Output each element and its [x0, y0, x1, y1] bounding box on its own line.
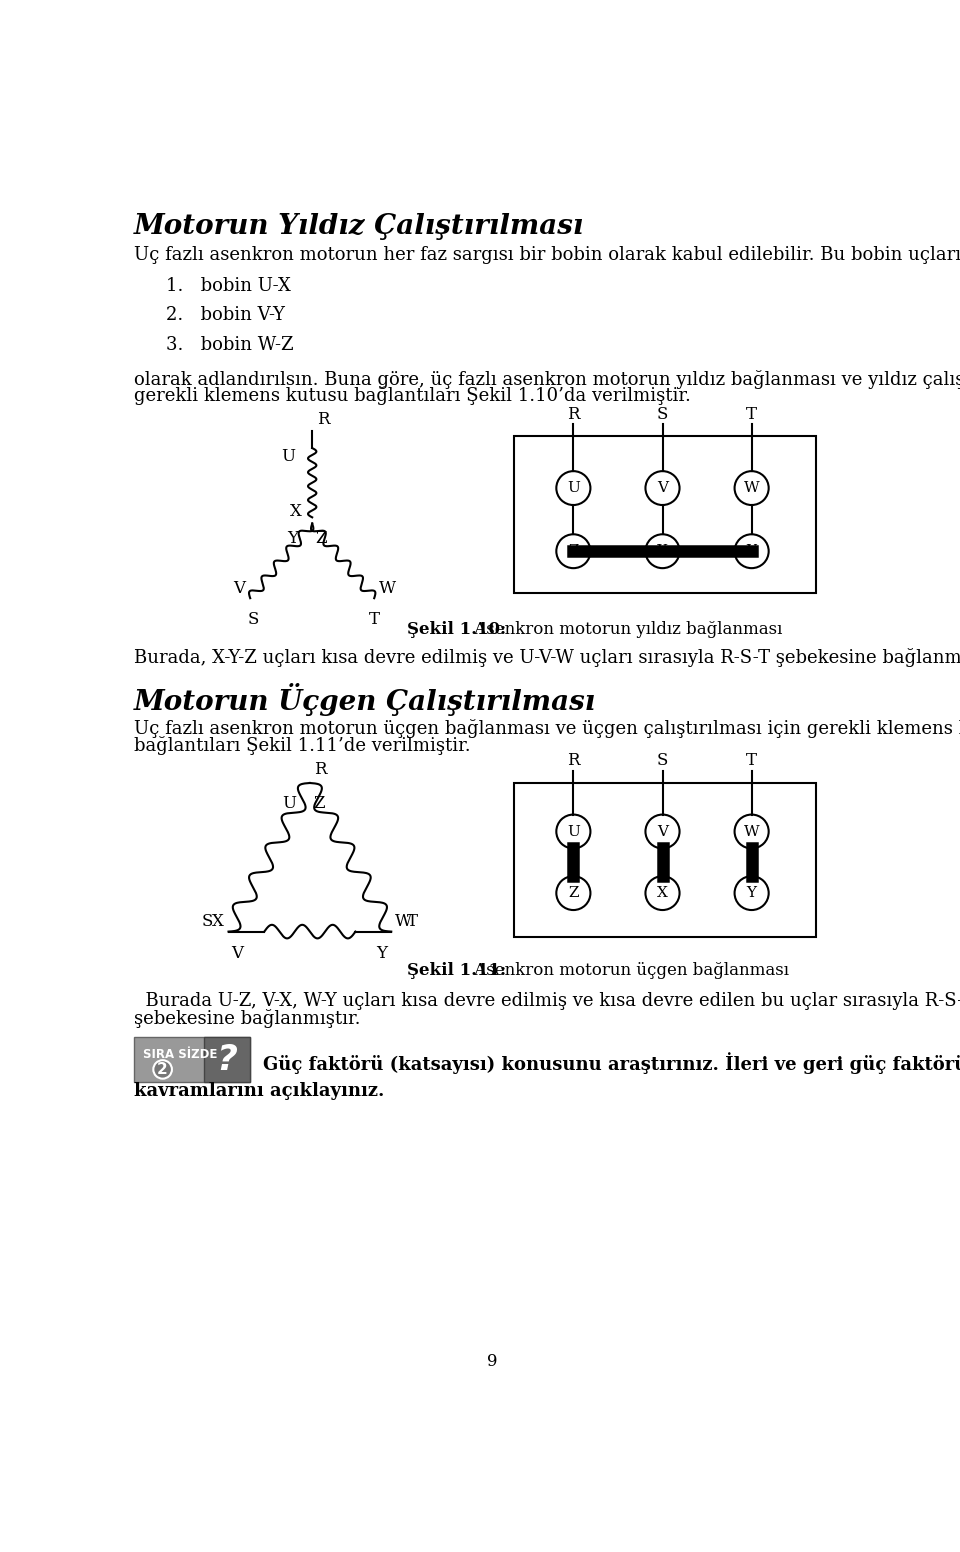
Text: U: U — [282, 795, 296, 812]
Text: Şekil 1.11:: Şekil 1.11: — [407, 962, 506, 979]
Circle shape — [645, 815, 680, 849]
Text: Asenkron motorun yıldız bağlanması: Asenkron motorun yıldız bağlanması — [468, 621, 782, 638]
Text: U: U — [567, 481, 580, 495]
Text: Y: Y — [287, 529, 299, 546]
Text: T: T — [369, 610, 380, 627]
Text: Y: Y — [747, 545, 756, 559]
Text: X: X — [212, 913, 224, 930]
Text: T: T — [746, 405, 757, 422]
Circle shape — [734, 877, 769, 909]
Text: Z: Z — [315, 529, 326, 546]
Text: gerekli klemens kutusu bağlantıları Şekil 1.10’da verilmiştir.: gerekli klemens kutusu bağlantıları Şeki… — [134, 386, 691, 405]
Text: T: T — [407, 913, 418, 930]
Circle shape — [734, 815, 769, 849]
Text: Güç faktörü (katsayısı) konusunu araştırınız. İleri ve geri güç faktörü: Güç faktörü (katsayısı) konusunu araştır… — [263, 1052, 960, 1074]
Text: Motorun Üçgen Çalıştırılması: Motorun Üçgen Çalıştırılması — [134, 683, 596, 715]
Circle shape — [557, 815, 590, 849]
Text: ?: ? — [216, 1043, 237, 1077]
Text: R: R — [567, 753, 580, 770]
Text: W: W — [379, 579, 396, 596]
Text: W: W — [744, 481, 759, 495]
Text: V: V — [657, 824, 668, 838]
Text: V: V — [233, 579, 246, 596]
Bar — [134, 1037, 251, 1082]
Circle shape — [645, 472, 680, 504]
Text: S: S — [657, 753, 668, 770]
Text: V: V — [657, 481, 668, 495]
Text: kavramlarını açıklayınız.: kavramlarını açıklayınız. — [134, 1082, 384, 1100]
Text: S: S — [657, 405, 668, 422]
Bar — [514, 436, 816, 593]
Text: U: U — [567, 824, 580, 838]
Text: W: W — [396, 913, 412, 930]
Text: X: X — [657, 545, 668, 559]
Text: Z: Z — [568, 886, 579, 900]
Text: Burada U-Z, V-X, W-Y uçları kısa devre edilmiş ve kısa devre edilen bu uçlar sır: Burada U-Z, V-X, W-Y uçları kısa devre e… — [134, 992, 960, 1010]
Text: W: W — [744, 824, 759, 838]
Text: T: T — [746, 753, 757, 770]
Circle shape — [645, 534, 680, 568]
Circle shape — [557, 472, 590, 504]
Text: Uç fazlı asenkron motorun üçgen bağlanması ve üçgen çalıştırılması için gerekli : Uç fazlı asenkron motorun üçgen bağlanma… — [134, 719, 960, 739]
Text: X: X — [657, 886, 668, 900]
Text: Motorun Yıldız Çalıştırılması: Motorun Yıldız Çalıştırılması — [134, 213, 585, 241]
Bar — [204, 1037, 251, 1082]
Circle shape — [734, 534, 769, 568]
Circle shape — [645, 877, 680, 909]
Text: S: S — [202, 913, 213, 930]
Text: S: S — [248, 610, 259, 627]
Text: Z: Z — [313, 795, 324, 812]
Text: R: R — [314, 762, 326, 779]
Text: 9: 9 — [487, 1353, 497, 1370]
Text: 1.   bobin U-X: 1. bobin U-X — [166, 278, 292, 295]
Text: olarak adlandırılsın. Buna göre, üç fazlı asenkron motorun yıldız bağlanması ve : olarak adlandırılsın. Buna göre, üç fazl… — [134, 369, 960, 388]
Text: şebekesine bağlanmıştır.: şebekesine bağlanmıştır. — [134, 1009, 360, 1027]
Text: Şekil 1.10:: Şekil 1.10: — [407, 621, 506, 638]
Text: X: X — [290, 503, 301, 520]
Text: Y: Y — [376, 945, 388, 962]
Text: R: R — [317, 411, 329, 428]
Text: 3.   bobin W-Z: 3. bobin W-Z — [166, 335, 294, 354]
Text: R: R — [567, 405, 580, 422]
Text: Y: Y — [747, 886, 756, 900]
Circle shape — [557, 877, 590, 909]
Text: Z: Z — [568, 545, 579, 559]
Bar — [514, 784, 816, 937]
Text: 2: 2 — [157, 1062, 168, 1077]
Text: SIRA SİZDE: SIRA SİZDE — [143, 1048, 218, 1060]
Text: Burada, X-Y-Z uçları kısa devre edilmiş ve U-V-W uçları sırasıyla R-S-T şebekesi: Burada, X-Y-Z uçları kısa devre edilmiş … — [134, 649, 960, 667]
Text: V: V — [231, 945, 244, 962]
Text: U: U — [281, 449, 295, 466]
Text: 2.   bobin V-Y: 2. bobin V-Y — [166, 306, 285, 324]
Circle shape — [734, 472, 769, 504]
Text: bağlantıları Şekil 1.11’de verilmiştir.: bağlantıları Şekil 1.11’de verilmiştir. — [134, 736, 470, 754]
Circle shape — [154, 1060, 172, 1079]
Circle shape — [557, 534, 590, 568]
Text: Uç fazlı asenkron motorun her faz sargısı bir bobin olarak kabul edilebilir. Bu : Uç fazlı asenkron motorun her faz sargıs… — [134, 247, 960, 264]
Text: Asenkron motorun üçgen bağlanması: Asenkron motorun üçgen bağlanması — [468, 962, 789, 979]
